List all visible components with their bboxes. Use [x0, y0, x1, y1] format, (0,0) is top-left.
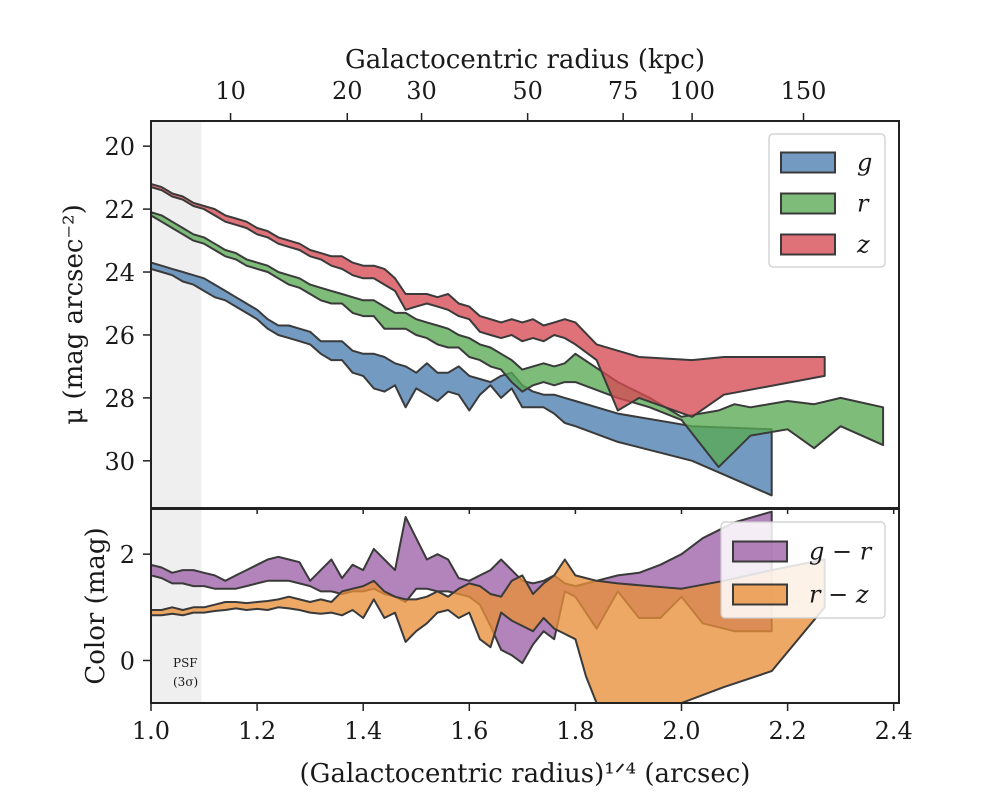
x-axis-label: (Galactocentric radius)¹ᐟ⁴ (arcsec)	[300, 759, 751, 789]
top-kpc-ticks: 10 20 30 50 75 100 150	[215, 77, 826, 121]
bottom-y-axis-label: Color (mag)	[81, 527, 111, 684]
y-tick-label: 0	[120, 647, 135, 675]
top-y-axis-label: μ (mag arcsec⁻²)	[59, 204, 89, 424]
legend-label: g	[857, 149, 872, 177]
top-psf-region	[151, 121, 202, 508]
bottom-x-ticks: 1.0 1.2 1.4 1.6 1.8 2.0 2.2 2.4	[132, 703, 913, 745]
x-tick-label: 1.4	[344, 717, 382, 745]
kpc-tick-label: 10	[215, 77, 246, 105]
bottom-legend: g − r r − z	[720, 521, 886, 619]
legend-label: r	[857, 190, 870, 218]
x-tick-label: 1.2	[238, 717, 276, 745]
band-g	[151, 261, 773, 497]
kpc-tick-label: 75	[608, 77, 639, 105]
kpc-tick-label: 50	[512, 77, 543, 105]
y-tick-label: 22	[104, 196, 135, 224]
bottom-panel-frame	[150, 508, 900, 704]
legend-swatch	[780, 151, 836, 174]
top-y-ticks: 20 22 24 26 28 30	[104, 133, 151, 476]
bottom-panel: 02 1.0 1.2 1.4 1.6 1.8 2.0 2.2 2.4 PSF (3σ) Col…	[81, 508, 913, 789]
y-tick-label: 26	[104, 322, 135, 350]
y-tick-label: 30	[104, 448, 135, 476]
top-panel: 20 22 24 26 28 30 10 20 30 50 75 100 150 Galactocen…	[59, 45, 900, 514]
psf-label: PSF	[173, 656, 198, 670]
x-tick-label: 1.6	[450, 717, 488, 745]
legend-swatch	[780, 233, 836, 256]
x-tick-label: 1.8	[556, 717, 594, 745]
legend-label: g − r	[809, 538, 873, 566]
y-tick-label: 28	[104, 385, 135, 413]
y-tick-label: 24	[104, 259, 135, 287]
bottom-psf-region	[151, 509, 202, 703]
x-tick-label: 2.0	[662, 717, 700, 745]
legend-label: z	[856, 231, 870, 259]
top-legend: grz	[768, 133, 886, 268]
bottom-y-ticks: 02	[120, 541, 151, 675]
top-bands	[151, 182, 885, 497]
band-z	[151, 182, 826, 418]
band-r	[151, 211, 885, 469]
y-tick-label: 20	[104, 133, 135, 161]
x-tick-label: 2.4	[875, 717, 913, 745]
legend-swatch	[732, 583, 788, 606]
y-tick-label: 2	[120, 541, 135, 569]
top-axis-label: Galactocentric radius (kpc)	[345, 45, 705, 75]
kpc-tick-label: 150	[781, 77, 827, 105]
kpc-tick-label: 30	[406, 77, 437, 105]
x-tick-label: 1.0	[132, 717, 170, 745]
psf-sigma-label: (3σ)	[173, 675, 198, 689]
legend-label: r − z	[809, 581, 869, 609]
legend-swatch	[732, 540, 788, 563]
legend-swatch	[780, 192, 836, 215]
kpc-tick-label: 20	[332, 77, 363, 105]
x-tick-label: 2.2	[769, 717, 807, 745]
kpc-tick-label: 100	[669, 77, 715, 105]
